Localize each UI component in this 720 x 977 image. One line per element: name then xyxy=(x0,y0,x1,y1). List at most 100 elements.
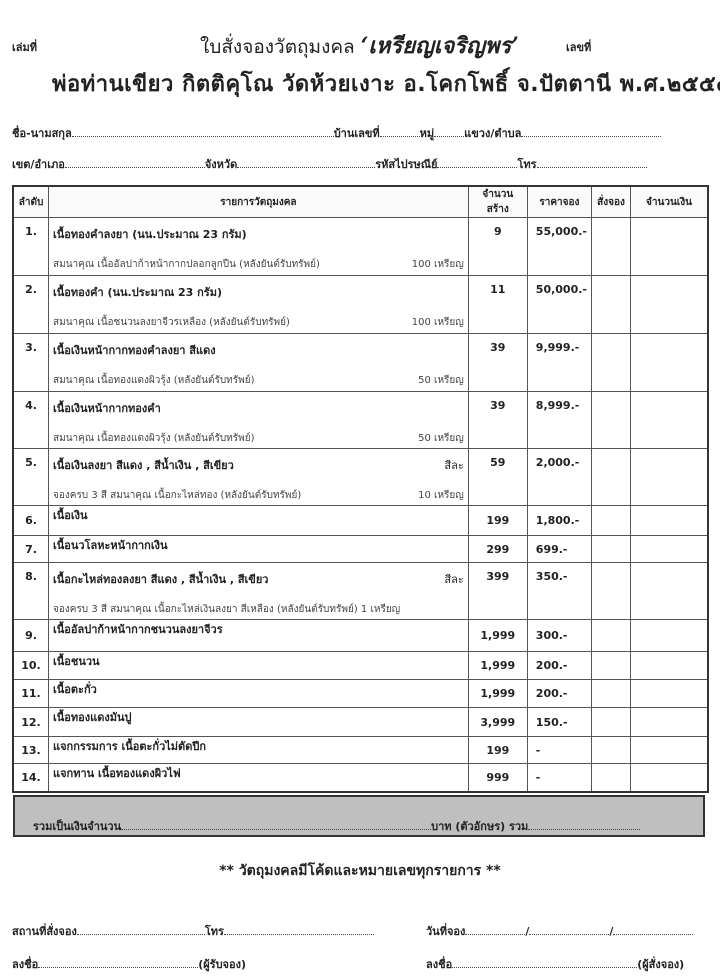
table-row: 6. เนื้อเงิน 199 1,800.- xyxy=(12,505,709,536)
house-no-field[interactable] xyxy=(379,127,420,137)
amount-cell[interactable] xyxy=(630,679,709,708)
district-field[interactable] xyxy=(64,158,205,168)
item-cell: เนื้อเงินลงยา สีแดง , สีน้ำเงิน , สีเขีย… xyxy=(48,448,469,506)
postcode-field[interactable] xyxy=(437,158,518,168)
orderer-sign-field[interactable] xyxy=(452,958,638,968)
phone-field[interactable] xyxy=(536,158,647,168)
quantity-made: 1,999 xyxy=(467,619,528,652)
item-cell: เนื้ออัลปาก้าหน้ากากชนวนลงยาจีวร xyxy=(48,619,469,652)
item-name: เนื้อชนวน xyxy=(53,655,100,668)
order-qty-cell[interactable] xyxy=(591,333,631,392)
moo-field[interactable] xyxy=(434,127,465,137)
order-qty-cell[interactable] xyxy=(591,391,631,449)
name-field[interactable] xyxy=(71,127,334,137)
amount-cell[interactable] xyxy=(630,707,709,737)
address-row-1: ชื่อ-นามสกุล บ้านเลขที่ หมู่ แขวง/ตำบล xyxy=(12,124,662,142)
quantity-made: 9 xyxy=(467,217,528,276)
amount-cell[interactable] xyxy=(630,217,709,276)
amount-cell[interactable] xyxy=(630,505,709,536)
date-day-field[interactable] xyxy=(465,925,526,935)
province-field[interactable] xyxy=(237,158,376,168)
item-cell: แจกทาน เนื้อทองแดงผิวไฟ xyxy=(48,763,469,792)
row-number: 4. xyxy=(12,391,49,449)
moo-label: หมู่ xyxy=(419,127,435,140)
table-row: 9. เนื้ออัลปาก้าหน้ากากชนวนลงยาจีวร 1,999 3… xyxy=(12,619,709,652)
table-row: 12. เนื้อทองแดงมันปู 3,999 150.- xyxy=(12,707,709,737)
item-cell: เนื้อตะกั่ว xyxy=(48,679,469,708)
date-month-field[interactable] xyxy=(529,925,610,935)
subdistrict-field[interactable] xyxy=(521,127,662,137)
row-number: 10. xyxy=(12,651,49,680)
amount-cell[interactable] xyxy=(630,275,709,334)
price: 200.- xyxy=(526,679,593,708)
amount-cell[interactable] xyxy=(630,535,709,563)
amount-cell[interactable] xyxy=(630,448,709,506)
date-label: วันที่จอง xyxy=(426,925,466,938)
order-qty-cell[interactable] xyxy=(591,619,631,652)
order-qty-cell[interactable] xyxy=(591,736,631,764)
col-amount: จำนวนเงิน xyxy=(630,185,709,218)
row-number: 6. xyxy=(12,505,49,536)
place-field[interactable] xyxy=(76,925,205,935)
item-name: เนื้อเงินหน้ากากทองคำ xyxy=(53,402,161,415)
order-qty-cell[interactable] xyxy=(591,651,631,680)
order-qty-cell[interactable] xyxy=(591,707,631,737)
table-row: 7. เนื้อนวโลหะหน้ากากเงิน 299 699.- xyxy=(12,535,709,563)
item-bonus-note: จองครบ 3 สี สมนาคุณ เนื้อกะไหล่ทอง (หลัง… xyxy=(53,490,302,501)
item-name: เนื้อเงินลงยา สีแดง , สีน้ำเงิน , สีเขีย… xyxy=(53,459,234,472)
receiver-sign-field[interactable] xyxy=(38,958,199,968)
amount-cell[interactable] xyxy=(630,763,709,792)
col-item: รายการวัตถุมงคล xyxy=(48,185,469,218)
address-row-2: เขต/อำเภอ จังหวัด รหัสไปรษณีย์ โทร xyxy=(12,155,647,173)
item-cell: เนื้อทองคำ (นน.ประมาณ 23 กรัม) สมนาคุณ เน… xyxy=(48,275,469,334)
order-qty-cell[interactable] xyxy=(591,275,631,334)
order-qty-cell[interactable] xyxy=(591,562,631,620)
quantity-made: 199 xyxy=(467,505,528,536)
item-name: เนื้อตะกั่ว xyxy=(53,683,97,696)
footer-phone-field[interactable] xyxy=(223,925,374,935)
item-bonus-qty: 100 เหรียญ xyxy=(411,317,464,328)
amount-cell[interactable] xyxy=(630,333,709,392)
order-qty-cell[interactable] xyxy=(591,448,631,506)
form-title: ใบสั่งจองวัตถุมงคล ‘เหรียญเจริญพร’ xyxy=(200,28,519,63)
order-qty-cell[interactable] xyxy=(591,535,631,563)
item-cell: เนื้อนวโลหะหน้ากากเงิน xyxy=(48,535,469,563)
table-row: 2. เนื้อทองคำ (นน.ประมาณ 23 กรัม) สมนาคุณ … xyxy=(12,275,709,334)
baht-text-field[interactable] xyxy=(528,820,641,830)
quantity-made: 59 xyxy=(467,448,528,506)
order-qty-cell[interactable] xyxy=(591,763,631,792)
total-amount-field[interactable] xyxy=(121,820,432,830)
amount-cell[interactable] xyxy=(630,736,709,764)
amount-cell[interactable] xyxy=(630,651,709,680)
date-year-field[interactable] xyxy=(613,925,694,935)
table-row: 13. แจกกรรมการ เนื้อตะกั่วไม่ตัดปีก 199- xyxy=(12,736,709,764)
total-amount-label: รวมเป็นเงินจำนวน xyxy=(33,820,122,833)
item-name: เนื้อทองแดงมันปู xyxy=(53,711,132,724)
item-cell: เนื้อกะไหล่ทองลงยา สีแดง , สีน้ำเงิน , ส… xyxy=(48,562,469,620)
quantity-made: 3,999 xyxy=(467,707,528,737)
item-name: เนื้อเงิน xyxy=(53,509,88,522)
table-row: 3. เนื้อเงินหน้ากากทองคำลงยา สีแดง สมนาคุณ… xyxy=(12,333,709,392)
item-suffix: สีละ xyxy=(444,573,464,586)
item-name: เนื้ออัลปาก้าหน้ากากชนวนลงยาจีวร xyxy=(53,623,223,636)
amount-cell[interactable] xyxy=(630,619,709,652)
order-qty-cell[interactable] xyxy=(591,217,631,276)
order-qty-cell[interactable] xyxy=(591,679,631,708)
postcode-label: รหัสไปรษณีย์ xyxy=(375,158,438,171)
footer-phone-label: โทร xyxy=(204,925,224,938)
price: 8,999.- xyxy=(526,391,593,449)
table-row: 8. เนื้อกะไหล่ทองลงยา สีแดง , สีน้ำเงิน ,… xyxy=(12,562,709,620)
order-qty-cell[interactable] xyxy=(591,505,631,536)
amount-cell[interactable] xyxy=(630,562,709,620)
item-name: แจกทาน เนื้อทองแดงผิวไฟ xyxy=(53,767,181,780)
form-subtitle: พ่อท่านเขียว กิตติคุโณ วัดห้วยเงาะ อ.โคก… xyxy=(52,72,720,97)
title-prefix: ใบสั่งจองวัตถุมงคล xyxy=(200,36,355,58)
price: 55,000.- xyxy=(526,217,593,276)
item-name: เนื้อกะไหล่ทองลงยา สีแดง , สีน้ำเงิน , ส… xyxy=(53,573,269,586)
table-row: 5. เนื้อเงินลงยา สีแดง , สีน้ำเงิน , สีเข… xyxy=(12,448,709,506)
quantity-made: 999 xyxy=(467,763,528,792)
amount-cell[interactable] xyxy=(630,391,709,449)
total-row: รวมเป็นเงินจำนวน บาท (ตัวอักษร) รวม xyxy=(33,817,641,835)
row-number: 14. xyxy=(12,763,49,792)
row-number: 13. xyxy=(12,736,49,764)
